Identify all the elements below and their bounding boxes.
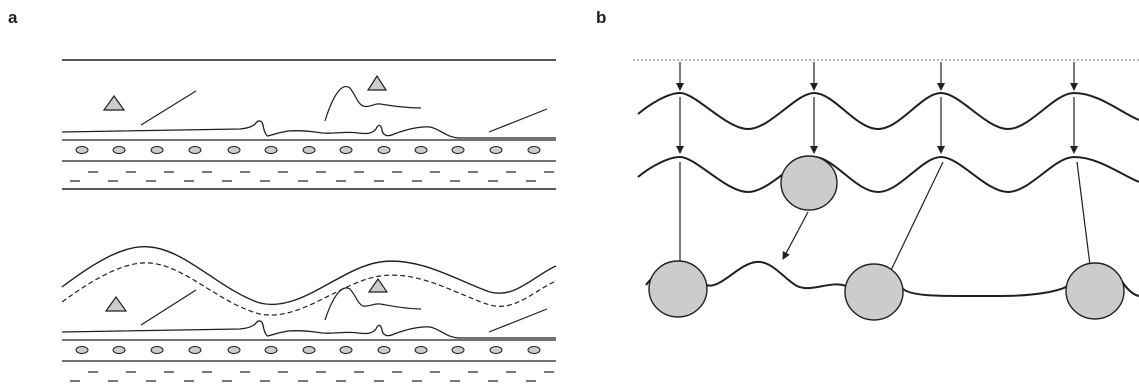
dash-row bbox=[70, 171, 554, 182]
oblique-line bbox=[140, 90, 197, 126]
peaked-curve bbox=[324, 287, 422, 321]
particle-circle bbox=[1065, 262, 1125, 320]
cell bbox=[264, 346, 278, 354]
panel-a-top-schematic bbox=[61, 59, 556, 190]
triangle-marker-icon bbox=[367, 277, 389, 293]
wave-2 bbox=[637, 155, 1139, 194]
particle-circle bbox=[648, 260, 708, 318]
cell bbox=[227, 346, 241, 354]
cell bbox=[451, 346, 465, 354]
cell bbox=[489, 346, 503, 354]
cell bbox=[227, 146, 241, 154]
dash-row bbox=[70, 371, 554, 382]
folded-dashed-curve bbox=[61, 262, 557, 316]
cell bbox=[302, 346, 316, 354]
triangle-marker-icon bbox=[102, 94, 126, 111]
cell bbox=[489, 146, 503, 154]
cell bbox=[414, 346, 428, 354]
panel-a-bottom-schematic bbox=[61, 245, 557, 382]
oblique-line bbox=[140, 289, 197, 326]
triangle-marker-icon bbox=[104, 295, 128, 312]
cell-row bbox=[75, 346, 541, 354]
cell bbox=[377, 346, 391, 354]
diagonal-arrow-icon bbox=[881, 161, 944, 290]
triangle-marker-icon bbox=[366, 74, 388, 91]
cell bbox=[451, 146, 465, 154]
cell bbox=[527, 346, 541, 354]
cell bbox=[75, 146, 89, 154]
cell bbox=[150, 146, 164, 154]
folded-solid-curve bbox=[61, 245, 557, 306]
particle-circle bbox=[844, 263, 904, 321]
arrow-row-2 bbox=[676, 97, 1078, 154]
cell bbox=[414, 146, 428, 154]
cell bbox=[75, 346, 89, 354]
arrow-row-1 bbox=[676, 62, 1078, 91]
cell bbox=[377, 146, 391, 154]
cell bbox=[112, 146, 126, 154]
cell bbox=[188, 146, 202, 154]
peaked-curve bbox=[324, 86, 422, 122]
panel-b-diagram bbox=[633, 59, 1139, 321]
cell bbox=[188, 346, 202, 354]
oblique-line bbox=[488, 108, 548, 133]
panel-label-a: a bbox=[8, 8, 18, 27]
oblique-line bbox=[488, 308, 548, 333]
diagonal-arrow-icon bbox=[782, 211, 809, 260]
panel-label-b: b bbox=[596, 8, 607, 27]
cell bbox=[302, 146, 316, 154]
cell bbox=[339, 346, 353, 354]
wave-1 bbox=[637, 91, 1139, 131]
wavy-surface-line bbox=[61, 320, 556, 339]
wavy-surface-line bbox=[61, 120, 556, 139]
cell-row bbox=[75, 146, 541, 154]
particle-circle bbox=[780, 155, 838, 211]
panel-a-diagram bbox=[61, 59, 557, 382]
cell bbox=[264, 146, 278, 154]
cell bbox=[339, 146, 353, 154]
cell bbox=[112, 346, 126, 354]
cell bbox=[150, 346, 164, 354]
cell bbox=[527, 146, 541, 154]
